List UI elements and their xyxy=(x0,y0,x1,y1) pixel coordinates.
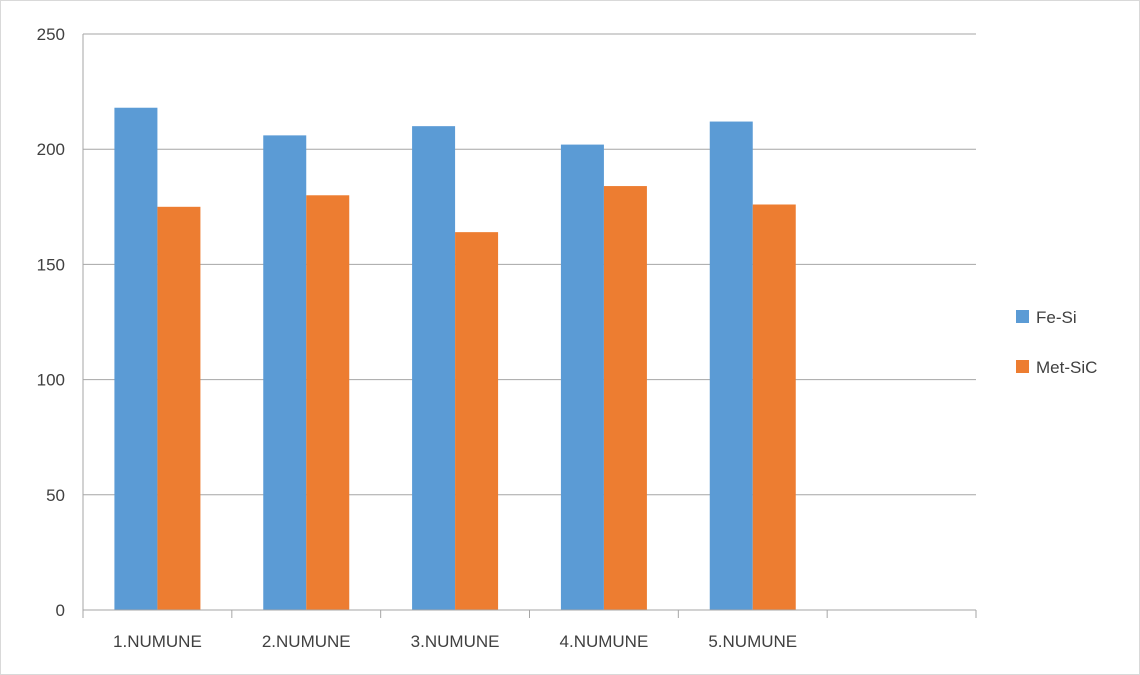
x-tick-label: 5.NUMUNE xyxy=(708,632,797,651)
y-axis-tick-labels: 0 50 100 150 200 250 xyxy=(37,25,65,620)
bar-met-sic xyxy=(306,195,350,610)
y-tick-label: 100 xyxy=(37,371,65,390)
legend-swatch xyxy=(1016,310,1029,323)
bar-met-sic xyxy=(157,206,201,611)
gridlines xyxy=(83,33,976,496)
legend: Fe-Si Met-SiC xyxy=(1016,308,1097,377)
bars xyxy=(114,107,796,611)
axes xyxy=(82,34,977,618)
bar-met-sic xyxy=(455,232,499,611)
bar-fe-si xyxy=(263,135,307,610)
y-tick-label: 50 xyxy=(46,486,65,505)
y-tick-label: 200 xyxy=(37,140,65,159)
bar-fe-si xyxy=(560,144,604,611)
bar-met-sic xyxy=(752,204,796,610)
bar-met-sic xyxy=(603,186,647,610)
legend-swatch xyxy=(1016,360,1029,373)
x-tick-label: 2.NUMUNE xyxy=(262,632,351,651)
y-tick-label: 150 xyxy=(37,255,65,274)
x-tick-label: 3.NUMUNE xyxy=(411,632,500,651)
legend-label: Met-SiC xyxy=(1036,358,1097,377)
y-tick-label: 250 xyxy=(37,25,65,44)
bar-fe-si xyxy=(412,126,456,610)
x-tick-label: 4.NUMUNE xyxy=(560,632,649,651)
x-axis-tick-labels: 1.NUMUNE 2.NUMUNE 3.NUMUNE 4.NUMUNE 5.NUMUNE xyxy=(113,632,797,651)
x-tick-label: 1.NUMUNE xyxy=(113,632,202,651)
bar-fe-si xyxy=(709,121,753,610)
y-tick-label: 0 xyxy=(56,601,65,620)
bar-fe-si xyxy=(114,107,158,610)
legend-label: Fe-Si xyxy=(1036,308,1077,327)
